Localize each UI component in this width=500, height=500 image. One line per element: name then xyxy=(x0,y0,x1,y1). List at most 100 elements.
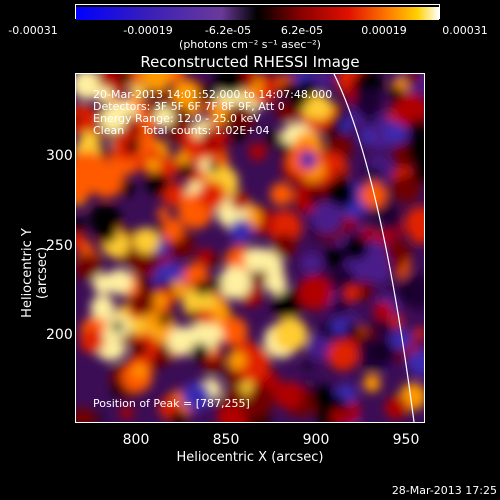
image-blob xyxy=(272,289,302,319)
image-blob xyxy=(156,207,170,221)
image-blob xyxy=(395,348,410,364)
image-blob xyxy=(140,74,172,92)
image-blob xyxy=(407,349,424,376)
image-blob xyxy=(181,164,195,178)
image-blob xyxy=(332,113,344,125)
image-blob xyxy=(331,409,347,422)
image-blob xyxy=(333,396,347,410)
colorbar-tick: 6.2e-05 xyxy=(280,24,324,37)
y-tick: 200 xyxy=(46,327,73,343)
image-blob xyxy=(265,272,287,295)
image-blob xyxy=(76,407,96,422)
image-blob xyxy=(187,103,202,118)
colorbar-gradient xyxy=(76,7,439,20)
image-blob xyxy=(190,342,210,362)
image-blob xyxy=(153,293,168,308)
image-blob xyxy=(274,381,303,409)
image-blob xyxy=(196,248,215,268)
image-blob xyxy=(248,143,267,161)
x-axis-label: Heliocentric X (arcsec) xyxy=(176,450,324,465)
image-blob xyxy=(76,253,102,281)
image-blob xyxy=(230,191,249,211)
image-blob xyxy=(299,78,317,96)
image-blob xyxy=(120,181,135,196)
image-blob xyxy=(327,340,359,371)
image-blob xyxy=(145,172,169,196)
image-blob xyxy=(100,106,127,133)
image-blob xyxy=(97,224,117,244)
image-blob xyxy=(312,74,332,89)
image-blob xyxy=(227,351,247,371)
image-blob xyxy=(389,86,404,101)
image-blob xyxy=(198,181,227,210)
image-blob xyxy=(273,317,308,352)
image-blob xyxy=(158,312,172,326)
image-blob xyxy=(243,247,269,272)
x-tick: 950 xyxy=(392,432,420,448)
timestamp: 28-Mar-2013 17:25 xyxy=(391,484,497,497)
image-blob xyxy=(336,170,345,179)
image-blob xyxy=(363,374,381,393)
image-blob xyxy=(229,125,247,143)
image-blob xyxy=(94,413,103,422)
colorbar-tick: 0.00031 xyxy=(442,24,488,37)
image-blob xyxy=(76,114,82,125)
image-blob xyxy=(133,364,146,378)
image-blob xyxy=(227,74,242,83)
image-blob xyxy=(352,87,382,117)
image-title: Reconstructed RHESSI Image xyxy=(140,53,360,71)
image-blob xyxy=(339,118,353,133)
image-blob xyxy=(198,308,214,324)
x-tick: 850 xyxy=(212,432,240,448)
image-blob xyxy=(268,210,302,244)
image-blob xyxy=(170,409,187,422)
image-blob xyxy=(187,309,201,323)
image-blob xyxy=(331,317,348,335)
energy-range: Energy Range: 12.0 - 25.0 keV xyxy=(93,112,261,125)
image-blob xyxy=(384,396,409,420)
image-blob xyxy=(118,74,134,84)
image-blob xyxy=(154,106,175,127)
image-blob xyxy=(210,255,221,266)
image-blob xyxy=(226,387,245,407)
image-blob xyxy=(308,189,323,205)
image-blob xyxy=(399,273,424,309)
image-blob xyxy=(208,160,220,172)
image-blob xyxy=(371,313,395,337)
detectors-label: Detectors: 3F 5F 6F 7F 8F 9F, Att 0 xyxy=(93,100,285,113)
image-blob xyxy=(146,158,161,173)
image-blob xyxy=(181,381,212,412)
image-blob xyxy=(270,182,293,206)
image-blob xyxy=(363,164,385,186)
image-blob xyxy=(194,280,211,296)
image-blob xyxy=(218,316,248,346)
image-blob xyxy=(297,275,333,311)
image-blob xyxy=(310,201,343,234)
image-blob xyxy=(235,345,271,381)
image-blob xyxy=(76,151,104,186)
image-blob xyxy=(384,240,405,261)
image-blob xyxy=(79,328,105,354)
image-blob xyxy=(391,174,421,204)
image-blob xyxy=(111,383,124,397)
image-blob xyxy=(132,84,147,100)
image-blob xyxy=(300,252,322,274)
colorbar-tick: -6.2e-05 xyxy=(204,24,252,37)
image-map xyxy=(76,74,424,422)
image-blob xyxy=(119,405,134,420)
image-blob xyxy=(198,84,218,104)
peak-position: Position of Peak = [787,255] xyxy=(93,397,250,410)
image-blob xyxy=(209,277,223,291)
time-range: 20-Mar-2013 14:01:52.000 to 14:07:48.000 xyxy=(93,88,333,101)
image-blob xyxy=(306,94,332,121)
x-tick: 900 xyxy=(302,432,330,448)
image-blob xyxy=(275,101,294,120)
image-blob xyxy=(125,139,140,154)
image-blob xyxy=(133,254,154,275)
image-blob xyxy=(76,232,86,250)
image-blob xyxy=(217,403,248,422)
image-blob xyxy=(403,74,422,86)
image-blob xyxy=(241,397,262,417)
rhessi-image xyxy=(75,73,425,423)
image-blob xyxy=(335,178,353,195)
